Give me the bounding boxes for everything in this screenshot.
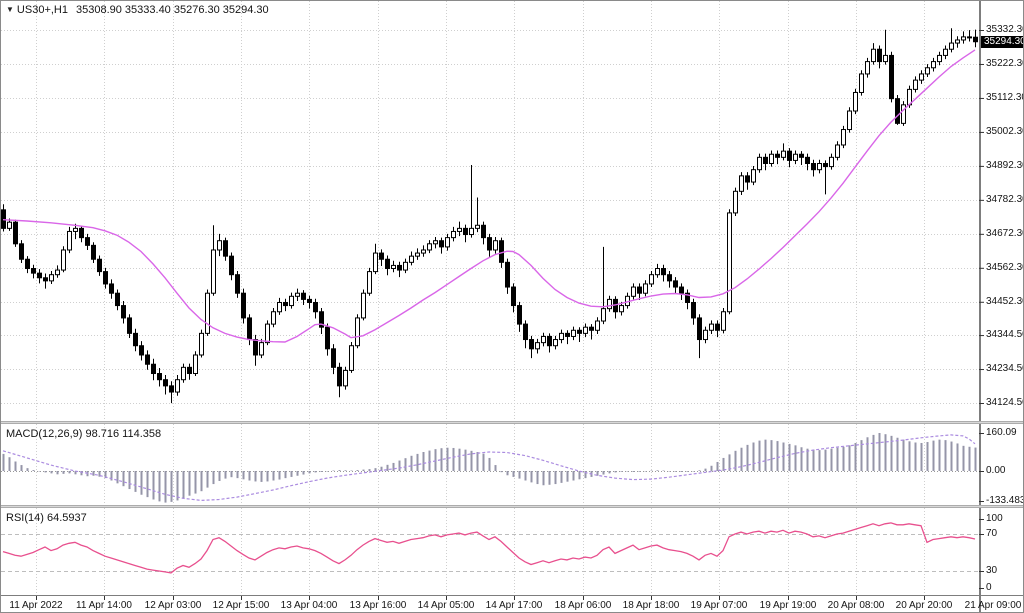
price-axis-label: 35002.30 [986, 126, 1024, 137]
time-axis-label: 11 Apr 2022 [9, 600, 63, 611]
symbol-timeframe: US30+,H1 [16, 4, 68, 16]
rsi-axis-label: 0 [986, 582, 992, 593]
time-axis-label: 19 Apr 19:00 [759, 600, 817, 611]
price-axis-label: 34672.30 [986, 228, 1024, 239]
time-axis-label: 18 Apr 06:00 [554, 600, 612, 611]
price-axis-label: 34782.30 [986, 194, 1024, 205]
time-axis-label: 21 Apr 09:00 [964, 600, 1022, 611]
macd-axis-label: 160.09 [986, 427, 1017, 438]
time-axis-label: 20 Apr 20:00 [895, 600, 953, 611]
rsi-axis-label: 100 [986, 513, 1003, 524]
chart-title: ▼ US30+,H1 35308.90 35333.40 35276.30 3529… [6, 4, 269, 16]
time-axis-label: 14 Apr 17:00 [485, 600, 543, 611]
time-axis-label: 18 Apr 18:00 [622, 600, 680, 611]
price-axis-label: 34124.50 [986, 397, 1024, 408]
time-axis-label: 14 Apr 05:00 [417, 600, 475, 611]
ohlc-values: 35308.90 35333.40 35276.30 35294.30 [75, 4, 269, 16]
price-axis-label: 34234.50 [986, 363, 1024, 374]
time-axis-label: 20 Apr 08:00 [827, 600, 885, 611]
macd-axis-label: 0.00 [986, 465, 1006, 476]
price-axis-label: 34892.30 [986, 160, 1024, 171]
macd-axis-label: -133.483 [986, 495, 1024, 506]
time-axis-label: 13 Apr 04:00 [280, 600, 338, 611]
rsi-indicator-label: RSI(14) 64.5937 [6, 512, 87, 524]
time-axis-label: 19 Apr 07:00 [690, 600, 748, 611]
time-axis-label: 13 Apr 16:00 [349, 600, 407, 611]
price-axis-label: 34452.30 [986, 296, 1024, 307]
symbol-dropdown-icon[interactable]: ▼ [6, 5, 14, 14]
rsi-axis-label: 30 [986, 565, 998, 576]
macd-indicator-label: MACD(12,26,9) 98.716 114.358 [6, 428, 162, 440]
price-axis-label: 34344.50 [986, 329, 1024, 340]
current-price-tag: 35294.30 [981, 36, 1023, 48]
time-axis-label: 12 Apr 03:00 [144, 600, 202, 611]
pane-separator-main-macd[interactable] [1, 421, 1023, 424]
rsi-axis-label: 70 [986, 528, 998, 539]
price-axis-label: 35112.30 [986, 92, 1024, 103]
price-axis-label: 35222.30 [986, 58, 1024, 69]
price-axis-label: 34562.30 [986, 262, 1024, 273]
price-axis-label: 35332.30 [986, 24, 1024, 35]
time-axis[interactable] [1, 596, 1023, 612]
time-axis-label: 11 Apr 14:00 [76, 600, 132, 611]
time-axis-label: 12 Apr 15:00 [212, 600, 270, 611]
pane-separator-macd-rsi[interactable] [1, 505, 1023, 508]
